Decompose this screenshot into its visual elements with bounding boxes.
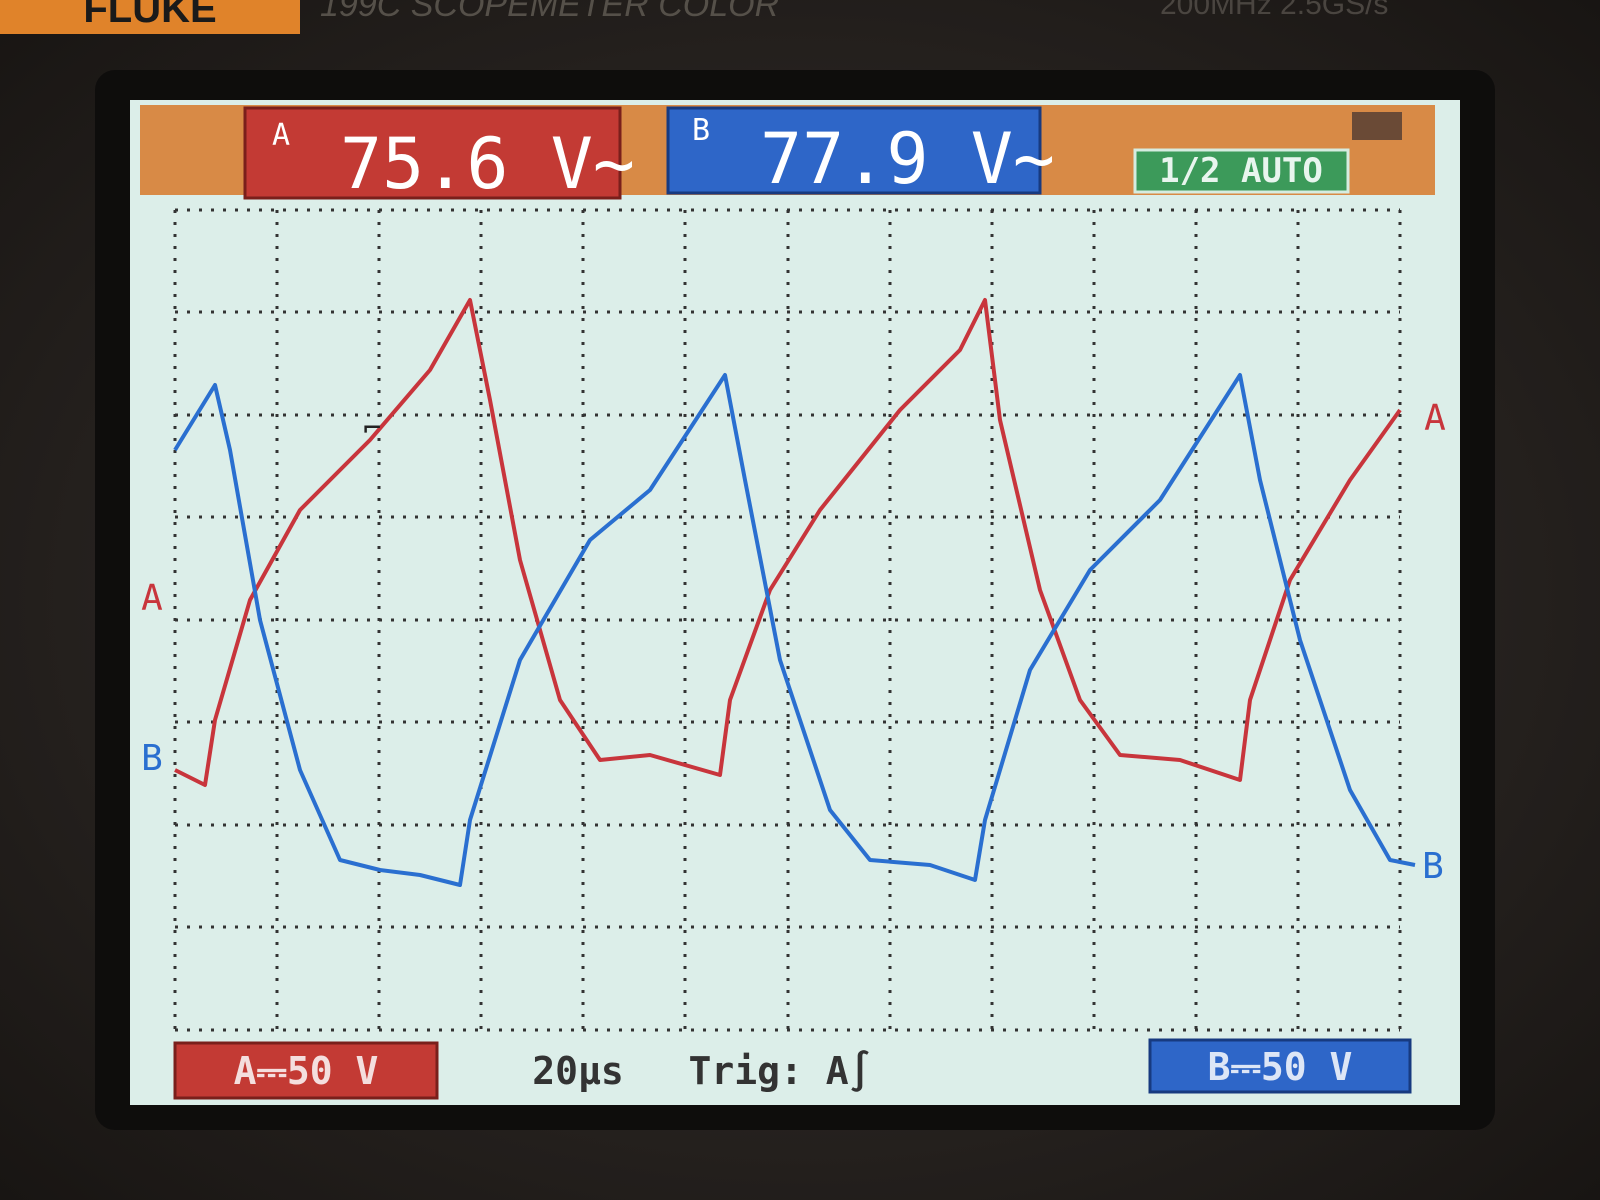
screen [130,100,1460,1105]
model: 199C SCOPEMETER COLOR [320,0,779,24]
timebase: 20µs [532,1049,624,1093]
reading-a-box [243,106,622,200]
scale-b: B⎓50 V [1208,1045,1353,1089]
mode: 1/2 AUTO [1159,151,1323,191]
trace-b [173,373,1416,887]
trace-a [174,298,1402,787]
scale-a: A⎓50 V [234,1049,379,1093]
grid [173,208,1402,1032]
trace-b-end: B [1422,846,1444,887]
brand-badge [0,0,300,34]
trigger-marker: ⌐ [363,411,381,446]
reading-b-value: 77.9 V~ [760,118,1055,200]
reading-a-value: 75.6 V~ [340,123,635,205]
reading-b-box [666,106,1042,195]
mode-box [1133,148,1350,194]
reading-a-label: A [272,118,290,153]
spec: 200MHz 2.5GS/s [1160,0,1388,21]
scale-a-box [173,1041,439,1100]
reading-b-label: B [692,113,710,148]
scale-b-box [1148,1038,1412,1094]
trace-a-marker: A [141,578,163,619]
trace-b-marker: B [141,738,163,779]
trigger: Trig: A∫ [688,1049,871,1093]
brand: FLUKE [83,0,216,31]
battery-icon [1352,112,1402,140]
trace-a-end: A [1424,398,1446,439]
